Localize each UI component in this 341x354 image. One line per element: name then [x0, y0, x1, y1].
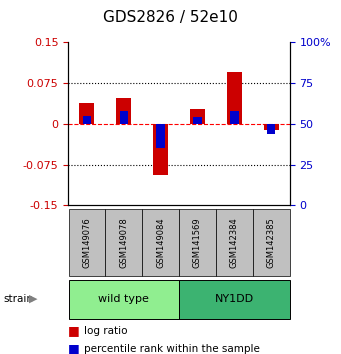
Text: ▶: ▶ — [29, 294, 38, 304]
Text: GSM142384: GSM142384 — [230, 217, 239, 268]
Bar — [190, 109, 205, 124]
Text: ■: ■ — [68, 342, 80, 354]
Bar — [267, 124, 276, 134]
Text: percentile rank within the sample: percentile rank within the sample — [84, 344, 260, 354]
Text: strain: strain — [3, 294, 33, 304]
Bar — [231, 111, 238, 124]
Text: wild type: wild type — [98, 294, 149, 304]
Text: log ratio: log ratio — [84, 326, 127, 336]
Bar — [227, 72, 242, 124]
Bar — [79, 103, 94, 124]
Text: GSM149076: GSM149076 — [82, 217, 91, 268]
Bar — [193, 118, 202, 124]
Bar — [83, 116, 91, 124]
Text: GSM142385: GSM142385 — [267, 217, 276, 268]
Text: GSM149084: GSM149084 — [156, 217, 165, 268]
Text: NY1DD: NY1DD — [215, 294, 254, 304]
Text: GSM141569: GSM141569 — [193, 217, 202, 268]
Bar — [264, 124, 279, 130]
Bar — [120, 111, 128, 124]
Bar — [153, 124, 168, 176]
Text: GDS2826 / 52e10: GDS2826 / 52e10 — [103, 10, 238, 25]
Bar — [116, 98, 131, 124]
Text: GSM149078: GSM149078 — [119, 217, 128, 268]
Text: ■: ■ — [68, 325, 80, 337]
Bar — [157, 124, 165, 148]
